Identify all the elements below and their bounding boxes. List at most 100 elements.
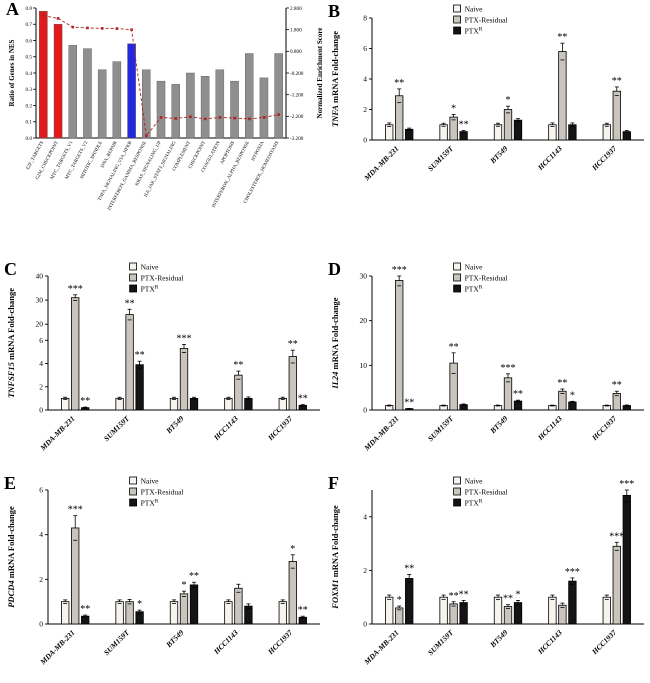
svg-text:**: ** (80, 396, 90, 407)
svg-text:**: ** (459, 120, 469, 131)
panel-f-label: F (328, 473, 339, 493)
svg-text:SUM159T: SUM159T (426, 628, 455, 657)
panel-b-label: B (328, 1, 341, 21)
svg-text:HYPOXIA: HYPOXIA (251, 140, 266, 162)
svg-text:SUM159T: SUM159T (102, 628, 131, 657)
svg-text:TNFA mRNA Fold-change: TNFA mRNA Fold-change (330, 31, 340, 127)
svg-text:PTXR: PTXR (141, 499, 159, 508)
svg-text:HCC1143: HCC1143 (535, 628, 564, 657)
svg-text:4: 4 (39, 359, 43, 368)
svg-text:HCC1143: HCC1143 (211, 414, 240, 443)
svg-text:**: ** (612, 380, 622, 391)
svg-text:**: ** (394, 78, 404, 89)
svg-text:***: *** (609, 531, 624, 542)
svg-text:***: *** (392, 265, 407, 276)
svg-text:Normalized Enrichment Score: Normalized Enrichment Score (316, 28, 324, 119)
svg-text:*: * (397, 595, 402, 606)
svg-text:0: 0 (363, 406, 367, 415)
svg-text:*: * (570, 390, 575, 401)
svg-text:1.800: 1.800 (290, 27, 302, 33)
svg-text:BT549: BT549 (488, 144, 510, 166)
svg-text:**: ** (233, 360, 243, 371)
panel-d-label: D (328, 259, 341, 279)
svg-text:0: 0 (39, 406, 43, 415)
svg-text:0.8: 0.8 (26, 6, 33, 12)
svg-text:-3.200: -3.200 (290, 136, 304, 142)
panel-e: E 0 2 4 6 PDCD4 mRNA Fold-change *** ** MDA-MB-… (4, 474, 326, 683)
svg-text:-2.200: -2.200 (290, 114, 304, 120)
svg-text:HCC1937: HCC1937 (265, 414, 294, 443)
svg-text:0.800: 0.800 (290, 49, 302, 55)
panel-b: B 0 2 4 6 8 TNFA mRNA Fold-change ** MDA-MB-231… (328, 2, 650, 198)
svg-text:PTX-Residual: PTX-Residual (465, 488, 508, 497)
svg-text:0.6: 0.6 (26, 38, 33, 44)
svg-text:**: ** (298, 605, 308, 616)
svg-text:**: ** (513, 389, 523, 400)
svg-text:*: * (290, 544, 295, 555)
svg-text:***: *** (177, 333, 192, 344)
svg-text:**: ** (288, 339, 298, 350)
svg-text:**: ** (503, 594, 513, 605)
svg-text:4: 4 (363, 75, 367, 84)
svg-text:**: ** (449, 591, 459, 602)
svg-text:PTXR: PTXR (141, 285, 159, 294)
svg-text:0.1: 0.1 (26, 120, 33, 126)
svg-text:-0.200: -0.200 (290, 71, 304, 77)
svg-text:**: ** (404, 397, 414, 408)
svg-text:PDCD4 mRNA Fold-change: PDCD4 mRNA Fold-change (6, 506, 16, 608)
svg-text:*: * (182, 580, 187, 591)
svg-text:2: 2 (363, 105, 367, 114)
svg-text:PTX-Residual: PTX-Residual (465, 16, 508, 25)
svg-text:MDA-MB-231: MDA-MB-231 (362, 628, 401, 667)
svg-text:HCC1937: HCC1937 (589, 144, 618, 173)
svg-text:HCC1937: HCC1937 (589, 628, 618, 657)
svg-text:0.7: 0.7 (26, 22, 33, 28)
svg-text:**: ** (80, 604, 90, 615)
svg-text:*: * (137, 599, 142, 610)
panel-c-label: C (4, 259, 17, 279)
svg-text:Naive: Naive (465, 477, 484, 486)
svg-text:**: ** (557, 32, 567, 43)
svg-text:0: 0 (363, 136, 367, 145)
svg-text:HCC1143: HCC1143 (535, 144, 564, 173)
svg-text:SUM159T: SUM159T (426, 414, 455, 443)
svg-text:BT549: BT549 (164, 414, 186, 436)
svg-text:Naive: Naive (465, 263, 484, 272)
panel-c: C 0 2 4 6 20 30 40 TNFSF15 mRNA Fold-change *** *… (4, 260, 326, 470)
panel-d: D 0 10 20 30 IL24 mRNA Fold-change *** ** MDA-M… (328, 260, 650, 470)
svg-text:-1.200: -1.200 (290, 92, 304, 98)
panel-a: A 0.0 0.1 0.2 0.3 0.4 0.5 0.6 0.7 0.8 2.800 1.800 0… (6, 0, 328, 258)
svg-text:**: ** (125, 298, 135, 309)
panel-e-label: E (4, 473, 17, 493)
svg-text:***: *** (619, 479, 634, 490)
svg-text:30: 30 (360, 272, 368, 281)
svg-text:0.2: 0.2 (26, 103, 33, 109)
svg-text:TNFSF15 mRNA Fold-change: TNFSF15 mRNA Fold-change (6, 288, 16, 398)
svg-text:8: 8 (363, 14, 367, 23)
svg-text:SUM159T: SUM159T (426, 144, 455, 173)
svg-text:4: 4 (363, 512, 367, 521)
svg-text:6: 6 (363, 44, 367, 53)
svg-text:PTX-Residual: PTX-Residual (141, 488, 184, 497)
svg-text:6: 6 (39, 486, 43, 495)
svg-text:PTX-Residual: PTX-Residual (141, 274, 184, 283)
svg-text:HCC1143: HCC1143 (535, 414, 564, 443)
svg-text:0.5: 0.5 (26, 55, 33, 61)
svg-text:PTXR: PTXR (465, 27, 483, 36)
svg-text:MDA-MB-231: MDA-MB-231 (38, 414, 77, 453)
svg-text:0: 0 (363, 620, 367, 629)
svg-text:4: 4 (39, 530, 43, 539)
svg-text:Ratio of Genes in NES: Ratio of Genes in NES (8, 39, 16, 106)
svg-text:MDA-MB-231: MDA-MB-231 (362, 144, 401, 183)
svg-text:*: * (451, 103, 456, 114)
panel-a-label: A (6, 0, 19, 19)
svg-text:0.4: 0.4 (26, 71, 33, 77)
svg-text:BT549: BT549 (488, 628, 510, 650)
svg-text:0.0: 0.0 (26, 136, 33, 142)
